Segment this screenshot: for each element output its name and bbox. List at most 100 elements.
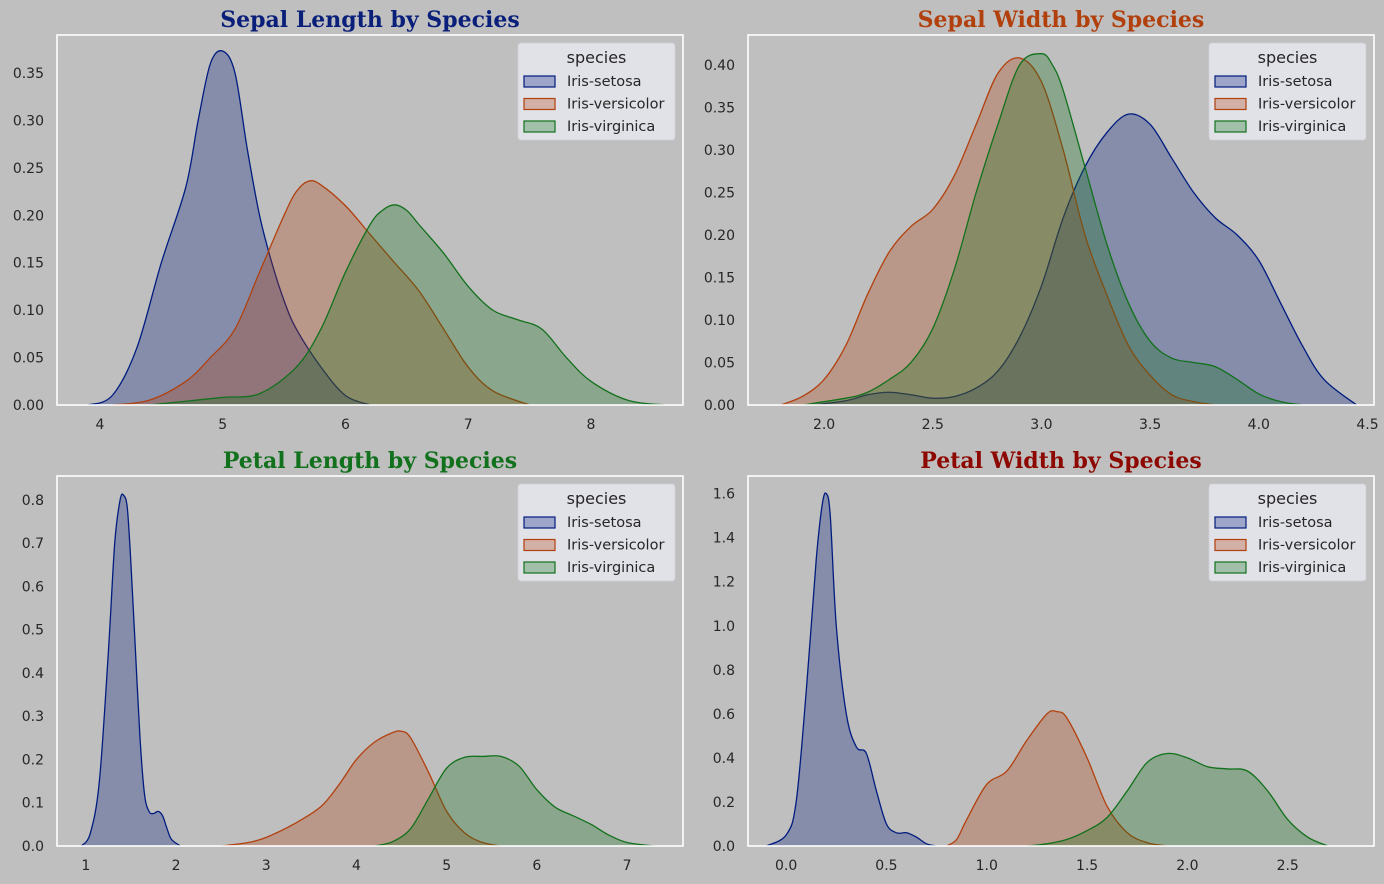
y-tick-label: 0.35 [704, 100, 735, 116]
legend-swatch-iris-versicolor [523, 538, 556, 552]
legend: species Iris-setosa Iris-versicolor Iris-vi… [1208, 42, 1367, 141]
chart-title: Sepal Length by Species [220, 7, 519, 33]
legend: species Iris-setosa Iris-versicolor Iris-vi… [517, 42, 676, 141]
y-tick-label: 0.8 [713, 663, 735, 679]
y-tick-label: 0.05 [704, 355, 735, 371]
density-area-iris-setosa [766, 492, 937, 846]
y-tick-label: 0.2 [713, 795, 735, 811]
legend-swatch-iris-setosa [523, 75, 556, 88]
chart-title: Sepal Width by Species [918, 7, 1205, 33]
x-tick-label: 7 [464, 417, 473, 433]
density-area-iris-versicolor [780, 57, 1216, 405]
y-tick-label: 0.35 [13, 66, 44, 82]
x-tick-label: 0.0 [775, 858, 797, 874]
density-area-iris-versicolor [112, 180, 530, 405]
legend: species Iris-setosa Iris-versicolor Iris-vi… [517, 483, 676, 582]
legend-item-iris-setosa: Iris-setosa [567, 515, 642, 531]
y-tick-label: 0.20 [704, 228, 735, 244]
legend-item-iris-virginica: Iris-virginica [567, 560, 655, 576]
legend-item-iris-virginica: Iris-virginica [1258, 560, 1346, 576]
legend-box [1208, 42, 1367, 141]
legend-item-iris-virginica: Iris-virginica [1258, 119, 1346, 135]
x-tick-label: 1 [81, 858, 90, 874]
legend-box [517, 483, 676, 582]
density-area-iris-virginica [802, 53, 1303, 405]
y-tick-label: 0.25 [13, 161, 44, 177]
density-area-iris-virginica [149, 204, 665, 405]
legend-swatch-iris-setosa [523, 516, 556, 529]
axes-frame [56, 34, 684, 406]
density-area-iris-versicolor [946, 710, 1168, 846]
y-tick-label: 0.10 [13, 303, 44, 319]
x-tick-label: 3.5 [1139, 417, 1161, 433]
x-tick-label: 2.5 [922, 417, 944, 433]
legend-title: species [1258, 48, 1318, 67]
legend-swatch-iris-versicolor [1214, 538, 1247, 552]
density-area-iris-versicolor [221, 730, 501, 846]
density-line-iris-virginica [802, 53, 1303, 405]
legend-item-iris-setosa: Iris-setosa [1258, 515, 1333, 531]
legend-swatch-iris-virginica [523, 120, 556, 133]
legend-title: species [1258, 489, 1318, 508]
y-tick-label: 1.0 [713, 619, 735, 635]
y-tick-label: 0.4 [713, 751, 735, 767]
chart-panel-1: 4 5 6 7 8 0.00 0.05 0.10 0.15 0.20 0.25 0.30 0.35 Sep… [13, 7, 684, 433]
density-line-iris-virginica [374, 755, 655, 846]
legend: species Iris-setosa Iris-versicolor Iris-vi… [1208, 483, 1367, 582]
legend-item-iris-setosa: Iris-setosa [1258, 74, 1333, 90]
y-tick-label: 0.00 [704, 398, 735, 414]
chart-panel-2: 2.0 2.5 3.0 3.5 4.0 4.5 0.00 0.05 0.10 0.15 0.20 0.… [704, 7, 1379, 433]
legend-item-iris-versicolor: Iris-versicolor [567, 97, 664, 113]
density-area-iris-setosa [87, 50, 370, 405]
legend-item-iris-virginica: Iris-virginica [567, 119, 655, 135]
density-line-iris-versicolor [946, 710, 1168, 846]
x-tick-label: 2.0 [813, 417, 835, 433]
x-tick-label: 3.0 [1030, 417, 1052, 433]
density-line-iris-virginica [1026, 752, 1329, 846]
density-line-iris-setosa [80, 493, 181, 846]
x-tick-label: 5 [442, 858, 451, 874]
density-area-iris-setosa [81, 494, 181, 846]
legend-item-iris-versicolor: Iris-versicolor [567, 538, 664, 554]
y-tick-label: 0.6 [713, 707, 735, 723]
density-line-iris-versicolor [112, 180, 530, 405]
x-tick-label: 1.0 [976, 858, 998, 874]
y-tick-label: 0.0 [22, 839, 44, 855]
chart-panel-4: 0.0 0.5 1.0 1.5 2.0 2.5 0.0 0.2 0.4 0.6 0.8 1.0 1.2 1… [713, 448, 1375, 874]
x-tick-label: 6 [532, 858, 541, 874]
density-line-iris-versicolor [221, 730, 501, 846]
y-tick-label: 0.40 [704, 58, 735, 74]
legend-swatch-iris-setosa [1214, 75, 1247, 88]
y-tick-label: 0.0 [713, 839, 735, 855]
chart-title: Petal Width by Species [920, 448, 1202, 474]
y-tick-label: 1.6 [713, 487, 735, 503]
y-tick-label: 0.25 [704, 185, 735, 201]
y-tick-label: 0.00 [13, 398, 44, 414]
y-tick-label: 0.30 [704, 143, 735, 159]
y-tick-label: 0.8 [22, 493, 44, 509]
y-tick-label: 1.4 [713, 531, 735, 547]
x-tick-label: 6 [341, 417, 350, 433]
y-tick-label: 0.4 [22, 666, 44, 682]
legend-box [517, 42, 676, 141]
chart-title: Petal Length by Species [223, 448, 517, 474]
legend-swatch-iris-virginica [1214, 561, 1247, 574]
density-line-iris-versicolor [780, 57, 1216, 405]
x-tick-label: 1.5 [1076, 858, 1098, 874]
legend-swatch-iris-setosa [1214, 516, 1247, 529]
x-tick-label: 5 [218, 417, 227, 433]
x-tick-label: 2.0 [1176, 858, 1198, 874]
legend-item-iris-versicolor: Iris-versicolor [1258, 538, 1355, 554]
x-tick-label: 4.5 [1356, 417, 1378, 433]
y-tick-label: 0.7 [22, 536, 44, 552]
y-tick-label: 0.20 [13, 208, 44, 224]
x-tick-label: 3 [262, 858, 271, 874]
legend-item-iris-setosa: Iris-setosa [567, 74, 642, 90]
y-tick-label: 1.2 [713, 575, 735, 591]
x-tick-label: 4 [95, 417, 104, 433]
legend-title: species [567, 48, 627, 67]
x-tick-label: 2.5 [1277, 858, 1299, 874]
x-tick-label: 7 [623, 858, 632, 874]
x-tick-label: 2 [172, 858, 181, 874]
y-tick-label: 0.30 [13, 113, 44, 129]
